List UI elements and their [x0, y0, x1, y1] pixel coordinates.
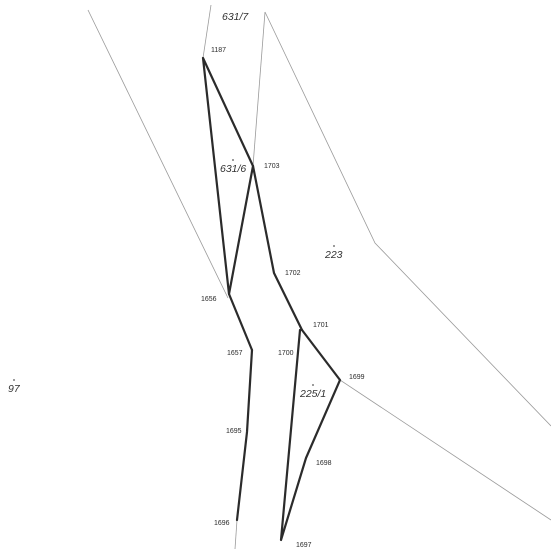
parcel-boundaries: [87, 4, 551, 550]
point-label-1696: 1696: [214, 520, 230, 527]
parcel-dot-223: [333, 245, 335, 247]
survey-line-parcel-225-1: [279, 328, 342, 542]
survey-line-1657-1696: [235, 348, 254, 522]
parcel-boundary-north-mid: [252, 11, 266, 167]
parcel-boundary-west: [87, 9, 229, 299]
point-label-1657: 1657: [227, 350, 243, 357]
parcel-label-631-7: 631/7: [222, 11, 249, 23]
survey-line-1703-1702: [251, 164, 304, 332]
parcel-dot-225-1: [312, 384, 314, 386]
parcel-boundary-north-center: [202, 4, 212, 59]
parcel-labels: 631/7 631/6 223 225/1 97: [8, 11, 343, 400]
parcel-dot-97: [13, 379, 15, 381]
point-labels: 1187 1703 1702 1656 1701 1700 1657 1699 …: [201, 47, 365, 549]
point-label-1656: 1656: [201, 296, 217, 303]
parcel-boundary-southeast: [339, 379, 551, 521]
parcel-label-225-1: 225/1: [299, 388, 326, 400]
survey-lines: [201, 56, 342, 542]
point-label-1698: 1698: [316, 460, 332, 467]
parcel-label-223: 223: [324, 249, 343, 261]
point-label-1701: 1701: [313, 322, 329, 329]
parcel-boundary-east: [264, 11, 551, 427]
point-label-1703: 1703: [264, 163, 280, 170]
parcel-dot-631-6: [232, 159, 234, 161]
parcel-label-631-6: 631/6: [220, 163, 246, 175]
point-label-1702: 1702: [285, 270, 301, 277]
survey-line-triangle: [201, 56, 255, 296]
parcel-boundary-south-center: [234, 519, 238, 550]
point-label-1697: 1697: [296, 542, 312, 549]
point-label-1695: 1695: [226, 428, 242, 435]
point-label-1699: 1699: [349, 374, 365, 381]
survey-line-1656-1657: [227, 292, 254, 352]
point-label-1187: 1187: [211, 47, 226, 54]
parcel-label-97: 97: [8, 383, 21, 395]
point-label-1700: 1700: [278, 350, 294, 357]
